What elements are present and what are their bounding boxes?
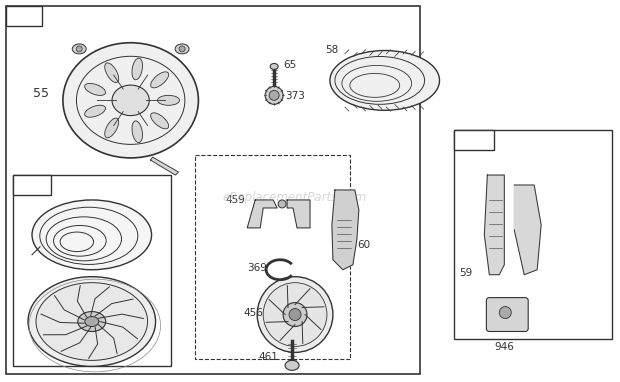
Ellipse shape [85,83,105,96]
Circle shape [76,46,82,52]
Circle shape [283,303,307,327]
Circle shape [499,307,511,319]
Text: 59: 59 [459,268,472,278]
Circle shape [179,46,185,52]
Bar [454,130,494,150]
Polygon shape [151,157,179,175]
Ellipse shape [105,118,118,138]
Text: 60A: 60A [463,132,485,142]
Polygon shape [287,200,310,228]
Ellipse shape [28,277,156,366]
Ellipse shape [335,57,425,104]
Text: 369: 369 [247,263,267,273]
Polygon shape [484,175,504,275]
Ellipse shape [151,72,169,88]
Ellipse shape [73,44,86,54]
Circle shape [269,91,279,100]
Ellipse shape [112,85,149,116]
Ellipse shape [78,312,106,332]
Text: 58: 58 [325,45,338,55]
Ellipse shape [175,44,189,54]
Ellipse shape [132,121,143,142]
Ellipse shape [342,65,412,101]
FancyBboxPatch shape [486,298,528,332]
Circle shape [263,283,327,346]
Ellipse shape [63,43,198,158]
Ellipse shape [132,58,143,80]
Ellipse shape [330,50,440,110]
Text: 459: 459 [225,195,245,205]
Ellipse shape [270,63,278,70]
Text: 373: 373 [285,91,305,101]
Ellipse shape [85,105,105,117]
Text: 608: 608 [13,8,35,18]
Ellipse shape [105,63,118,83]
Text: 461: 461 [258,352,278,363]
Bar [6,6,420,374]
Ellipse shape [157,96,179,105]
Bar [13,175,170,366]
Ellipse shape [32,200,151,270]
Polygon shape [332,190,359,270]
Polygon shape [514,185,541,275]
Bar [13,175,51,195]
Circle shape [257,277,333,353]
Text: 144: 144 [21,177,43,187]
Bar [454,130,612,340]
Circle shape [265,86,283,104]
Text: 456: 456 [243,308,263,317]
Ellipse shape [151,113,169,129]
Circle shape [278,200,286,208]
Bar [6,6,42,26]
Text: eReplacementParts.com: eReplacementParts.com [223,191,367,204]
Polygon shape [247,200,277,228]
Ellipse shape [350,73,400,97]
Text: 60: 60 [357,240,370,250]
Text: 55: 55 [33,87,49,100]
Ellipse shape [36,283,148,360]
Ellipse shape [285,360,299,370]
Circle shape [289,309,301,320]
Bar [195,155,350,359]
Text: 65: 65 [283,60,296,70]
Text: 946: 946 [494,342,514,353]
Ellipse shape [85,317,99,327]
